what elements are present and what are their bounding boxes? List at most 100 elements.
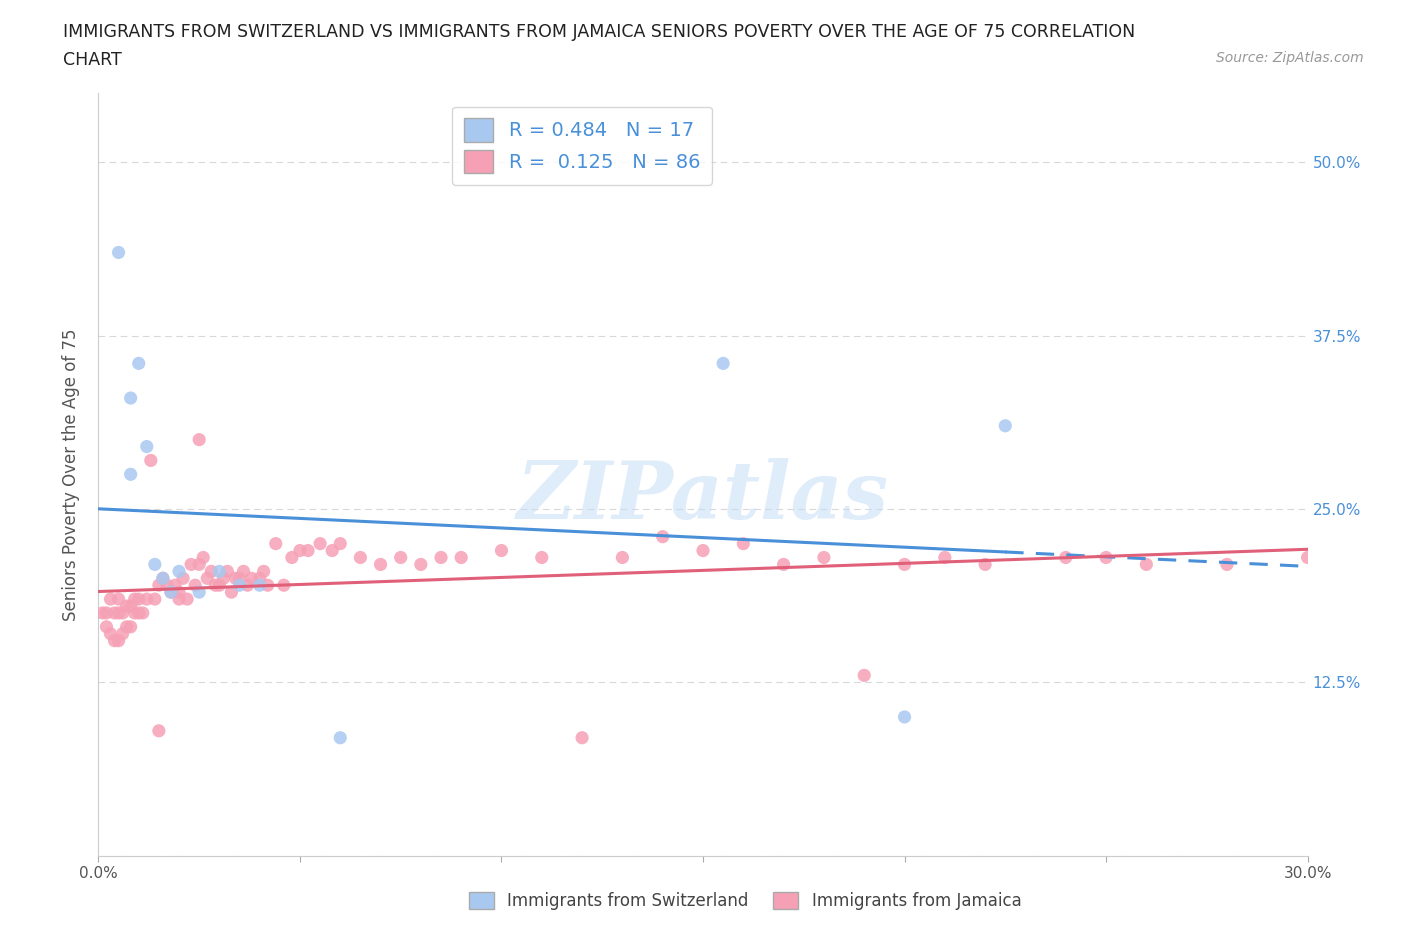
Text: Source: ZipAtlas.com: Source: ZipAtlas.com: [1216, 51, 1364, 65]
Point: [107, 633, 129, 648]
Point: [160, 585, 183, 600]
Point: [120, 619, 142, 634]
Point: [329, 730, 352, 745]
Point: [148, 578, 170, 592]
Point: [103, 633, 125, 648]
Point: [651, 529, 673, 544]
Point: [893, 557, 915, 572]
Point: [692, 543, 714, 558]
Point: [132, 605, 155, 620]
Point: [228, 578, 250, 592]
Point: [148, 724, 170, 738]
Point: [217, 564, 239, 578]
Point: [100, 591, 122, 606]
Point: [120, 391, 142, 405]
Point: [1216, 557, 1239, 572]
Point: [733, 537, 755, 551]
Point: [120, 599, 142, 614]
Point: [1054, 550, 1077, 565]
Point: [240, 571, 263, 586]
Point: [167, 585, 190, 600]
Point: [188, 585, 211, 600]
Point: [163, 578, 186, 592]
Point: [143, 557, 166, 572]
Point: [204, 578, 226, 592]
Point: [139, 453, 162, 468]
Point: [96, 619, 118, 634]
Point: [96, 605, 118, 620]
Point: [612, 550, 634, 565]
Point: [200, 564, 222, 578]
Point: [221, 585, 243, 600]
Point: [167, 591, 190, 606]
Point: [530, 550, 553, 565]
Point: [135, 591, 157, 606]
Point: [107, 605, 129, 620]
Point: [349, 550, 371, 565]
Point: [152, 571, 174, 586]
Point: [160, 585, 183, 600]
Point: [135, 439, 157, 454]
Point: [228, 571, 250, 586]
Y-axis label: Seniors Poverty Over the Age of 75: Seniors Poverty Over the Age of 75: [62, 328, 80, 620]
Point: [128, 605, 150, 620]
Point: [309, 537, 332, 551]
Point: [893, 710, 915, 724]
Point: [188, 557, 211, 572]
Point: [297, 543, 319, 558]
Point: [103, 605, 125, 620]
Point: [111, 605, 134, 620]
Point: [232, 564, 254, 578]
Point: [329, 537, 352, 551]
Point: [208, 564, 231, 578]
Point: [143, 591, 166, 606]
Point: [152, 571, 174, 586]
Point: [571, 730, 593, 745]
Point: [1296, 550, 1319, 565]
Text: CHART: CHART: [63, 51, 122, 69]
Point: [115, 619, 138, 634]
Point: [389, 550, 412, 565]
Text: IMMIGRANTS FROM SWITZERLAND VS IMMIGRANTS FROM JAMAICA SENIORS POVERTY OVER THE : IMMIGRANTS FROM SWITZERLAND VS IMMIGRANT…: [63, 23, 1136, 41]
Point: [994, 418, 1017, 433]
Point: [184, 578, 207, 592]
Point: [167, 564, 190, 578]
Point: [176, 591, 198, 606]
Point: [91, 605, 114, 620]
Point: [256, 578, 278, 592]
Point: [370, 557, 392, 572]
Point: [772, 557, 794, 572]
Point: [288, 543, 311, 558]
Point: [249, 571, 271, 586]
Point: [193, 550, 215, 565]
Point: [711, 356, 734, 371]
Point: [115, 599, 138, 614]
Point: [430, 550, 453, 565]
Point: [188, 432, 211, 447]
Point: [124, 591, 146, 606]
Point: [1095, 550, 1118, 565]
Point: [224, 571, 246, 586]
Point: [321, 543, 343, 558]
Point: [107, 591, 129, 606]
Point: [212, 571, 235, 586]
Point: [253, 564, 276, 578]
Legend: R = 0.484   N = 17, R =  0.125   N = 86: R = 0.484 N = 17, R = 0.125 N = 86: [453, 107, 711, 185]
Point: [128, 591, 150, 606]
Point: [409, 557, 432, 572]
Point: [180, 557, 202, 572]
Point: [111, 626, 134, 641]
Point: [195, 571, 218, 586]
Legend: Immigrants from Switzerland, Immigrants from Jamaica: Immigrants from Switzerland, Immigrants …: [463, 885, 1028, 917]
Text: ZIPatlas: ZIPatlas: [517, 458, 889, 536]
Point: [1135, 557, 1157, 572]
Point: [450, 550, 472, 565]
Point: [128, 356, 150, 371]
Point: [120, 467, 142, 482]
Point: [273, 578, 295, 592]
Point: [107, 245, 129, 259]
Point: [172, 571, 194, 586]
Point: [249, 578, 271, 592]
Point: [100, 626, 122, 641]
Point: [813, 550, 835, 565]
